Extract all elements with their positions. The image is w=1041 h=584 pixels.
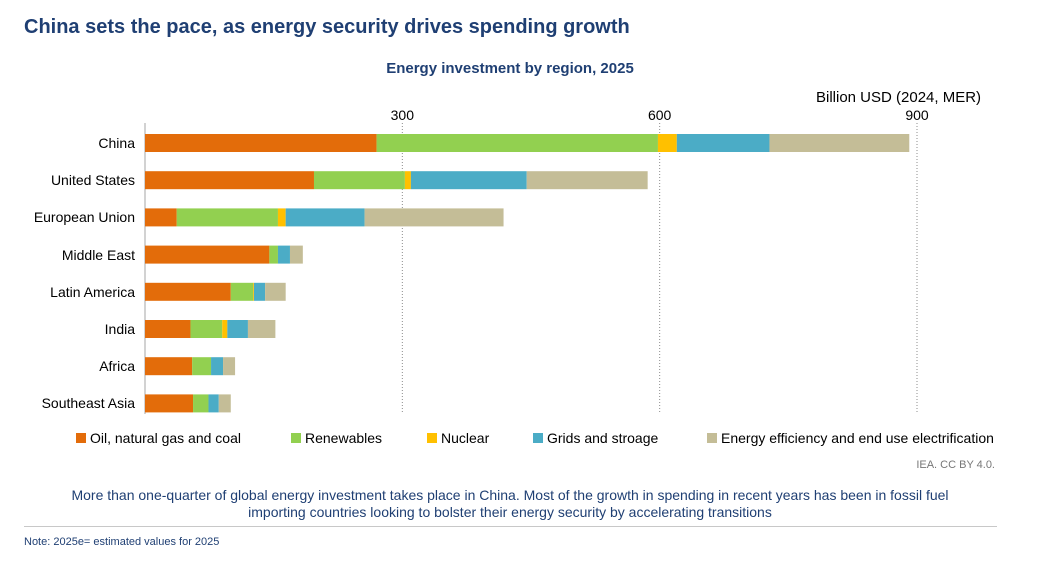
chart-legend: Oil, natural gas and coal Renewables Nucle…	[0, 430, 1041, 448]
legend-swatch	[291, 433, 301, 443]
legend-label: Nuclear	[441, 430, 490, 446]
x-axis-unit-label: Billion USD (2024, MER)	[816, 89, 982, 106]
category-label: Middle East	[61, 246, 135, 263]
divider	[24, 526, 997, 527]
bar-segment	[222, 320, 228, 338]
legend-label: Energy efficiency and end use electrific…	[721, 430, 994, 446]
category-label: Africa	[99, 358, 135, 375]
bar-segment	[145, 357, 193, 376]
footnote: Note: 2025e= estimated values for 2025	[24, 536, 220, 548]
legend-item: Grids and stroage	[533, 430, 658, 446]
category-label: Latin America	[50, 283, 135, 300]
bar-segment	[269, 245, 278, 264]
category-label: India	[104, 321, 135, 337]
bar-segment	[313, 171, 405, 190]
bar-segment	[145, 134, 377, 152]
bar-segment	[193, 394, 209, 413]
bar-segment	[285, 208, 365, 227]
bar-segment	[218, 394, 231, 413]
bar-segment	[145, 394, 194, 413]
category-label: Southeast Asia	[41, 395, 135, 412]
bar-segment	[190, 320, 223, 338]
legend-swatch	[427, 433, 437, 443]
bar-segment	[769, 134, 910, 152]
bar-segment	[676, 134, 770, 152]
bar-segment	[410, 171, 527, 190]
chart-title: Energy investment by region, 2025	[386, 60, 634, 77]
bar-segment	[289, 245, 303, 264]
bar-segment	[526, 171, 648, 190]
bar-segment	[230, 282, 254, 301]
category-label: European Union	[33, 209, 135, 226]
bar-segment	[145, 320, 191, 338]
legend-item: Oil, natural gas and coal	[76, 430, 241, 446]
caption-line-1: More than one-quarter of global energy i…	[71, 487, 949, 503]
bar-segment	[176, 208, 278, 227]
bar-segment	[247, 320, 276, 338]
legend-item: Energy efficiency and end use electrific…	[707, 430, 994, 446]
bar-segment	[145, 245, 270, 264]
page-title: China sets the pace, as energy security …	[24, 16, 630, 38]
bar-segment	[253, 282, 266, 301]
x-tick-label: 900	[905, 107, 929, 123]
legend-swatch	[76, 433, 86, 443]
bar-segment	[277, 208, 286, 227]
bar-segment	[223, 357, 236, 376]
bar-segment	[208, 394, 219, 413]
source-credit: IEA. CC BY 4.0.	[916, 459, 995, 471]
category-label: China	[98, 135, 135, 151]
legend-label: Oil, natural gas and coal	[90, 430, 241, 446]
chart-caption: More than one-quarter of global energy i…	[20, 487, 1000, 521]
caption-line-2: importing countries looking to bolster t…	[248, 504, 772, 520]
bar-segment	[145, 208, 177, 227]
bar-segment	[277, 245, 290, 264]
category-label: United States	[50, 172, 135, 189]
bar-segment	[145, 171, 314, 190]
bar-segment	[227, 320, 248, 338]
bar-segment	[265, 282, 286, 301]
legend-item: Nuclear	[427, 430, 489, 446]
bar-segment	[376, 134, 658, 152]
bar-segment	[192, 357, 212, 376]
bar-segment	[657, 134, 677, 152]
legend-item: Renewables	[291, 430, 382, 446]
legend-label: Renewables	[305, 430, 383, 446]
bar-segment	[211, 357, 224, 376]
legend-swatch	[533, 433, 543, 443]
legend-swatch	[707, 433, 717, 443]
bar-segment	[404, 171, 411, 190]
x-tick-label: 600	[647, 107, 672, 123]
x-tick-label: 300	[390, 107, 415, 123]
bar-segment	[145, 282, 231, 301]
legend-label: Grids and stroage	[547, 430, 659, 446]
bar-segment	[364, 208, 504, 227]
bar-segment	[253, 282, 254, 301]
